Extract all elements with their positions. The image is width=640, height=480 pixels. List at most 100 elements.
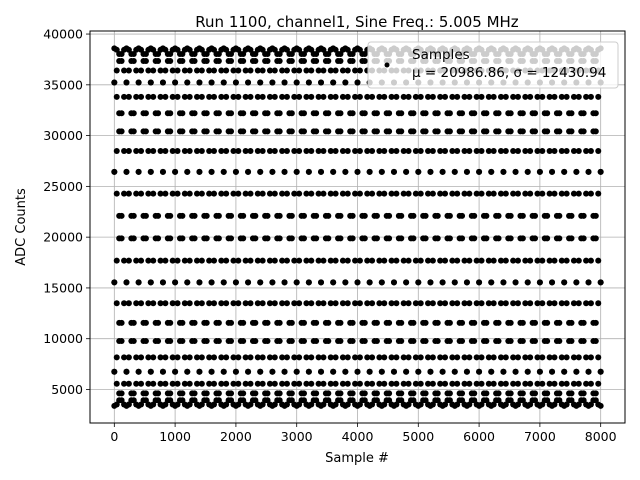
y-tick-label: 35000 bbox=[43, 77, 83, 92]
data-point bbox=[546, 257, 553, 264]
data-point bbox=[415, 368, 422, 375]
data-point bbox=[500, 279, 507, 286]
data-point bbox=[145, 190, 152, 197]
data-point bbox=[352, 93, 359, 100]
data-point bbox=[578, 110, 585, 117]
data-point bbox=[291, 148, 298, 155]
data-point bbox=[111, 279, 118, 286]
data-point bbox=[546, 148, 553, 155]
data-point bbox=[502, 190, 509, 197]
data-point bbox=[189, 397, 196, 404]
data-point bbox=[454, 257, 461, 264]
data-point bbox=[296, 380, 303, 387]
data-point bbox=[181, 380, 188, 387]
data-point bbox=[198, 67, 205, 74]
data-point bbox=[568, 319, 575, 326]
data-point bbox=[242, 257, 249, 264]
data-point bbox=[471, 390, 478, 397]
data-point bbox=[330, 79, 337, 86]
data-point bbox=[371, 128, 378, 135]
data-point bbox=[595, 380, 602, 387]
data-point bbox=[293, 168, 300, 175]
data-point bbox=[310, 110, 317, 117]
x-tick-label: 1000 bbox=[159, 429, 191, 444]
data-point bbox=[507, 128, 514, 135]
data-point bbox=[529, 110, 536, 117]
data-point bbox=[174, 67, 181, 74]
data-point bbox=[403, 368, 410, 375]
data-point bbox=[274, 51, 281, 58]
data-point bbox=[327, 354, 334, 361]
data-point bbox=[352, 354, 359, 361]
data-point bbox=[208, 368, 215, 375]
data-point bbox=[298, 110, 305, 117]
data-point bbox=[522, 190, 529, 197]
data-point bbox=[400, 190, 407, 197]
data-point bbox=[369, 354, 376, 361]
data-point bbox=[405, 93, 412, 100]
data-point bbox=[220, 368, 227, 375]
data-point bbox=[505, 110, 512, 117]
data-point bbox=[595, 257, 602, 264]
data-point bbox=[541, 110, 548, 117]
data-point bbox=[587, 148, 594, 155]
data-point bbox=[327, 300, 334, 307]
data-point bbox=[279, 380, 286, 387]
data-point bbox=[434, 235, 441, 242]
data-point bbox=[488, 168, 495, 175]
data-point bbox=[534, 190, 541, 197]
data-point bbox=[539, 190, 546, 197]
data-point bbox=[196, 368, 203, 375]
data-point bbox=[113, 354, 120, 361]
data-point bbox=[522, 380, 529, 387]
data-point bbox=[315, 380, 322, 387]
data-point bbox=[400, 93, 407, 100]
data-point bbox=[432, 397, 439, 404]
data-point bbox=[583, 380, 590, 387]
data-point bbox=[196, 168, 203, 175]
data-point bbox=[140, 51, 147, 58]
data-point bbox=[283, 354, 290, 361]
data-point bbox=[347, 397, 354, 404]
data-point bbox=[138, 354, 145, 361]
data-point bbox=[288, 128, 295, 135]
data-point bbox=[162, 354, 169, 361]
data-point bbox=[257, 368, 264, 375]
data-point bbox=[587, 190, 594, 197]
data-point bbox=[356, 148, 363, 155]
data-point bbox=[342, 368, 349, 375]
data-point bbox=[130, 110, 137, 117]
data-point bbox=[133, 93, 140, 100]
data-point bbox=[286, 51, 293, 58]
data-point bbox=[196, 79, 203, 86]
data-point bbox=[162, 93, 169, 100]
data-point bbox=[230, 148, 237, 155]
data-point bbox=[332, 380, 339, 387]
data-point bbox=[405, 354, 412, 361]
data-point bbox=[201, 397, 208, 404]
data-point bbox=[291, 190, 298, 197]
data-point bbox=[354, 79, 361, 86]
data-point bbox=[461, 190, 468, 197]
data-point bbox=[191, 235, 198, 242]
data-point bbox=[240, 319, 247, 326]
data-point bbox=[442, 354, 449, 361]
data-point bbox=[303, 300, 310, 307]
data-point bbox=[211, 190, 218, 197]
data-point bbox=[179, 57, 186, 64]
data-point bbox=[150, 300, 157, 307]
data-point bbox=[237, 235, 244, 242]
data-point bbox=[534, 93, 541, 100]
data-point bbox=[539, 93, 546, 100]
data-point bbox=[293, 368, 300, 375]
data-point bbox=[194, 354, 200, 361]
data-point bbox=[429, 93, 436, 100]
x-tick-label: 6000 bbox=[463, 429, 495, 444]
data-point bbox=[228, 390, 235, 397]
data-point bbox=[449, 190, 456, 197]
data-point bbox=[235, 300, 242, 307]
data-point bbox=[534, 300, 541, 307]
data-point bbox=[478, 148, 485, 155]
data-point bbox=[167, 57, 174, 64]
data-point bbox=[386, 212, 393, 219]
